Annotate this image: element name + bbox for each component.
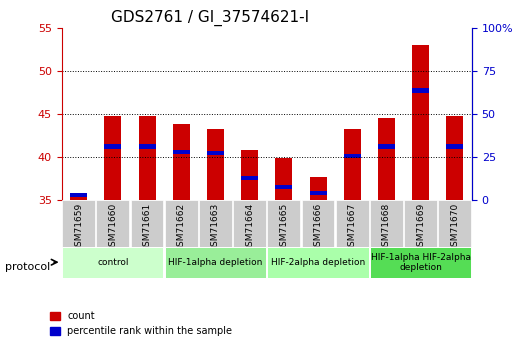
FancyBboxPatch shape xyxy=(267,247,369,278)
Bar xyxy=(70,195,87,200)
FancyBboxPatch shape xyxy=(370,200,403,247)
FancyBboxPatch shape xyxy=(267,200,300,247)
FancyBboxPatch shape xyxy=(165,247,266,278)
Text: GSM71660: GSM71660 xyxy=(108,203,117,252)
Bar xyxy=(378,145,395,149)
Bar xyxy=(275,158,292,200)
FancyBboxPatch shape xyxy=(233,200,266,247)
Text: GSM71666: GSM71666 xyxy=(313,203,323,252)
Bar xyxy=(139,145,155,149)
Text: GSM71668: GSM71668 xyxy=(382,203,391,252)
FancyBboxPatch shape xyxy=(96,200,129,247)
FancyBboxPatch shape xyxy=(370,247,471,278)
FancyBboxPatch shape xyxy=(62,200,95,247)
Bar xyxy=(378,118,395,200)
Bar xyxy=(344,129,361,200)
Bar xyxy=(207,150,224,155)
Bar xyxy=(275,185,292,189)
Bar xyxy=(446,145,463,149)
Bar xyxy=(104,116,122,200)
Text: GSM71663: GSM71663 xyxy=(211,203,220,252)
Bar xyxy=(207,129,224,200)
Bar xyxy=(412,45,429,200)
FancyBboxPatch shape xyxy=(131,200,164,247)
Bar xyxy=(446,117,463,200)
FancyBboxPatch shape xyxy=(62,247,164,278)
Text: HIF-2alpha depletion: HIF-2alpha depletion xyxy=(271,258,365,267)
Bar xyxy=(173,150,190,154)
Bar xyxy=(412,88,429,93)
Bar xyxy=(344,154,361,158)
FancyBboxPatch shape xyxy=(439,200,471,247)
Legend: count, percentile rank within the sample: count, percentile rank within the sample xyxy=(46,307,236,340)
Text: GSM71665: GSM71665 xyxy=(280,203,288,252)
Bar xyxy=(139,117,155,200)
Bar xyxy=(309,177,327,200)
FancyBboxPatch shape xyxy=(336,200,369,247)
Text: control: control xyxy=(97,258,129,267)
Text: HIF-1alpha depletion: HIF-1alpha depletion xyxy=(168,258,263,267)
Text: GDS2761 / GI_37574621-I: GDS2761 / GI_37574621-I xyxy=(111,10,309,26)
Text: GSM71661: GSM71661 xyxy=(143,203,151,252)
Bar xyxy=(173,124,190,200)
Bar xyxy=(70,193,87,197)
Bar xyxy=(241,150,258,200)
Bar xyxy=(241,176,258,180)
Bar xyxy=(104,145,122,149)
Text: GSM71659: GSM71659 xyxy=(74,203,83,252)
Text: GSM71667: GSM71667 xyxy=(348,203,357,252)
Text: protocol: protocol xyxy=(5,263,50,272)
Bar xyxy=(309,191,327,195)
Text: GSM71664: GSM71664 xyxy=(245,203,254,252)
Text: GSM71670: GSM71670 xyxy=(450,203,459,252)
FancyBboxPatch shape xyxy=(404,200,437,247)
Text: GSM71662: GSM71662 xyxy=(177,203,186,252)
Text: GSM71669: GSM71669 xyxy=(416,203,425,252)
FancyBboxPatch shape xyxy=(302,200,334,247)
FancyBboxPatch shape xyxy=(199,200,232,247)
Text: HIF-1alpha HIF-2alpha
depletion: HIF-1alpha HIF-2alpha depletion xyxy=(371,253,470,272)
FancyBboxPatch shape xyxy=(165,200,198,247)
